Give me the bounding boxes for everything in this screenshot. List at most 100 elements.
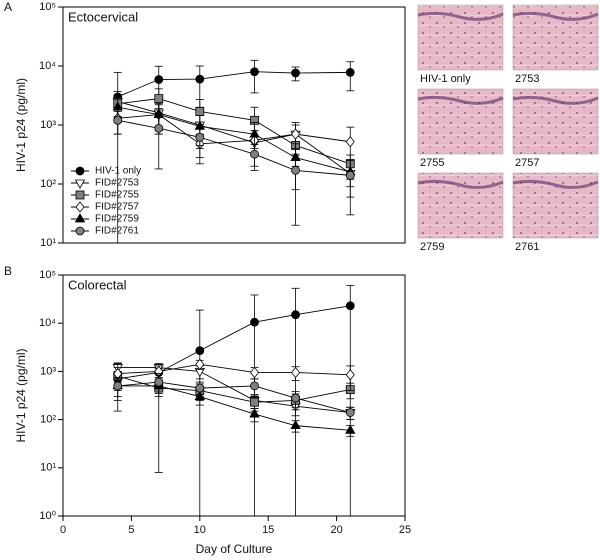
image-label: 2757 bbox=[515, 157, 539, 169]
tissue-edge bbox=[512, 179, 599, 189]
series-line bbox=[117, 98, 351, 165]
error-bar bbox=[154, 112, 163, 170]
marker bbox=[345, 170, 355, 180]
y-tick-label: 10⁵ bbox=[39, 269, 56, 281]
series-line bbox=[117, 71, 351, 98]
marker bbox=[154, 94, 164, 104]
marker bbox=[195, 74, 205, 84]
panel-label: A bbox=[4, 0, 12, 14]
legend-label: FID#2755 bbox=[95, 190, 139, 201]
marker bbox=[154, 123, 164, 133]
legend-label: FID#2759 bbox=[95, 214, 139, 225]
image-label: 2753 bbox=[515, 73, 539, 85]
tissue-edge bbox=[417, 179, 504, 189]
image-label: 2755 bbox=[420, 157, 444, 169]
marker bbox=[250, 381, 259, 391]
tissue-edge bbox=[417, 95, 504, 105]
y-tick-label: 10¹ bbox=[40, 237, 56, 249]
error-bar bbox=[195, 124, 204, 165]
marker bbox=[250, 317, 259, 327]
marker bbox=[345, 67, 355, 77]
y-tick-label: 10² bbox=[40, 178, 56, 190]
y-tick-label: 10⁴ bbox=[39, 60, 56, 72]
x-axis-label: Day of Culture bbox=[196, 542, 273, 556]
legend-marker bbox=[74, 213, 86, 223]
y-tick-label: 10³ bbox=[40, 119, 56, 131]
chart-title: Ectocervical bbox=[68, 9, 138, 24]
marker bbox=[290, 419, 301, 430]
series-line bbox=[117, 385, 351, 431]
marker bbox=[154, 377, 164, 387]
marker bbox=[195, 107, 205, 116]
series-line bbox=[117, 114, 351, 145]
legend-marker bbox=[74, 179, 86, 189]
y-axis-label: HIV-1 p24 (pg/ml) bbox=[14, 78, 28, 172]
x-tick-label: 5 bbox=[128, 524, 134, 536]
marker bbox=[250, 149, 259, 159]
y-tick-label: 10⁵ bbox=[39, 1, 56, 13]
legend-marker bbox=[75, 201, 85, 213]
legend-marker bbox=[75, 190, 85, 200]
y-tick-label: 10³ bbox=[40, 365, 56, 377]
error-bar bbox=[346, 284, 355, 516]
series-line bbox=[117, 381, 351, 413]
marker bbox=[195, 346, 205, 356]
marker bbox=[291, 68, 300, 78]
marker bbox=[345, 136, 355, 148]
x-tick-label: 25 bbox=[399, 524, 411, 536]
y-tick-label: 10² bbox=[40, 414, 56, 426]
legend-label: FID#2753 bbox=[95, 178, 139, 189]
marker bbox=[113, 381, 123, 391]
x-tick-label: 0 bbox=[60, 524, 66, 536]
marker bbox=[345, 301, 355, 311]
marker bbox=[195, 132, 205, 142]
marker bbox=[291, 128, 301, 140]
marker bbox=[250, 67, 259, 77]
legend-marker bbox=[75, 166, 85, 176]
marker bbox=[195, 383, 205, 393]
marker bbox=[250, 366, 260, 379]
image-label: HIV-1 only bbox=[420, 73, 471, 85]
marker bbox=[345, 424, 356, 434]
x-tick-label: 10 bbox=[194, 524, 206, 536]
image-label: 2761 bbox=[515, 241, 539, 253]
tissue-edge bbox=[417, 11, 504, 21]
series-line bbox=[117, 305, 351, 380]
series-line bbox=[117, 367, 351, 414]
marker bbox=[345, 369, 355, 381]
plot-frame bbox=[62, 274, 406, 517]
marker bbox=[195, 358, 205, 370]
error-bar bbox=[346, 160, 355, 216]
marker bbox=[250, 397, 259, 407]
series-line bbox=[117, 106, 351, 173]
y-tick-label: 10¹ bbox=[40, 462, 56, 474]
y-axis-label: HIV-1 p24 (pg/ml) bbox=[14, 348, 28, 442]
x-tick-label: 15 bbox=[262, 524, 274, 536]
y-tick-label: 10⁰ bbox=[39, 510, 56, 522]
panel-label: B bbox=[4, 264, 12, 278]
marker bbox=[249, 408, 260, 418]
tissue-edge bbox=[512, 11, 599, 21]
series-line bbox=[117, 101, 351, 174]
marker bbox=[291, 366, 301, 379]
legend-marker bbox=[75, 226, 85, 236]
marker bbox=[291, 166, 300, 175]
error-bar bbox=[195, 309, 204, 516]
marker bbox=[249, 128, 260, 138]
series-line bbox=[117, 363, 351, 376]
legend-label: FID#2761 bbox=[95, 226, 139, 237]
marker bbox=[345, 408, 355, 417]
marker bbox=[291, 310, 300, 320]
marker bbox=[112, 101, 123, 111]
y-tick-label: 10⁴ bbox=[39, 317, 56, 329]
series-line bbox=[117, 119, 351, 176]
error-bar bbox=[250, 59, 259, 94]
chart-title: Colorectal bbox=[68, 277, 127, 292]
legend-label: HIV-1 only bbox=[95, 166, 141, 177]
legend-label: FID#2757 bbox=[95, 202, 139, 213]
image-label: 2759 bbox=[420, 241, 444, 253]
marker bbox=[291, 393, 300, 403]
tissue-edge bbox=[512, 95, 599, 105]
marker bbox=[113, 115, 123, 125]
